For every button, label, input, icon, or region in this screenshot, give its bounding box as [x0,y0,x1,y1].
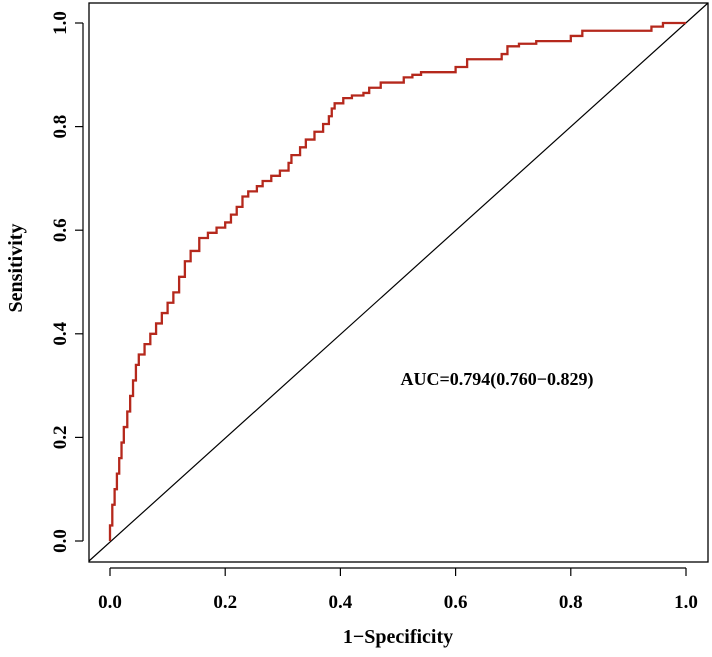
y-tick-label: 0.8 [50,115,71,139]
y-tick-label: 1.0 [50,11,71,35]
y-tick-label: 0.0 [50,529,71,553]
plot-frame [88,2,709,563]
auc-annotation: AUC=0.794(0.760−0.829) [401,369,594,390]
x-tick-label: 1.0 [674,592,698,613]
x-tick-label: 0.4 [329,592,353,613]
y-tick-label: 0.6 [50,218,71,242]
roc-curve [108,21,686,541]
y-axis: 0.0 0.2 0.4 0.6 0.8 1.0 [50,11,84,553]
x-tick-label: 0.8 [559,592,583,613]
y-tick-label: 0.2 [50,426,71,450]
x-tick-label: 0.2 [213,592,237,613]
reference-diagonal-line [88,2,709,562]
x-axis: 0.0 0.2 0.4 0.6 0.8 1.0 [98,567,698,613]
x-tick-label: 0.6 [444,592,468,613]
y-tick-label: 0.4 [50,321,71,345]
x-tick-label: 0.0 [98,592,122,613]
y-axis-title: Sensitivity [5,224,27,313]
x-axis-title: 1−Specificity [343,626,453,648]
